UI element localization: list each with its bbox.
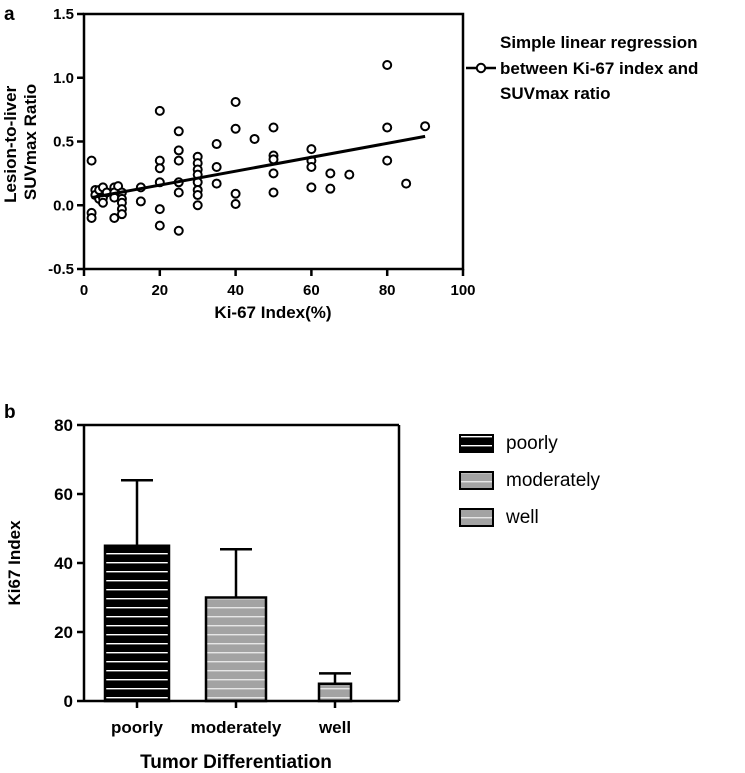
y-tick-label: 1.5: [53, 6, 74, 23]
data-point: [268, 154, 279, 165]
data-point: [268, 122, 279, 133]
y-tick-label: 0.0: [53, 197, 74, 214]
data-point: [173, 126, 184, 137]
x-tick-label: 80: [379, 282, 396, 299]
data-point: [382, 122, 393, 133]
data-point: [230, 198, 241, 209]
x-tick-label: 20: [151, 282, 168, 299]
data-point: [173, 225, 184, 236]
legend-line-3: SUVmax ratio: [500, 84, 611, 103]
x-tick-label: 0: [80, 282, 88, 299]
data-point: [401, 178, 412, 189]
data-point: [230, 123, 241, 134]
data-point: [230, 188, 241, 199]
data-point: [154, 204, 165, 215]
y-tick-label: 0: [64, 692, 73, 711]
legend-label-well: well: [505, 507, 539, 528]
data-point: [109, 213, 120, 223]
data-point: [230, 96, 241, 107]
category-label-moderately: moderately: [191, 718, 282, 737]
data-point: [86, 213, 97, 223]
y-tick-label: -0.5: [48, 261, 74, 278]
data-point: [249, 133, 260, 144]
category-label-well: well: [318, 718, 351, 737]
data-point: [116, 209, 127, 220]
x-tick-label: 60: [303, 282, 320, 299]
legend-swatch-moderately: [459, 471, 494, 490]
legend-line-2: between Ki-67 index and: [500, 59, 698, 78]
data-point: [306, 144, 317, 155]
data-point: [154, 105, 165, 116]
data-point: [211, 139, 222, 150]
scatter-plot: -0.5 0.0 0.5 1.0 1.5 0 20 40 60 80 100 Lesion-to-…: [1, 6, 698, 322]
y-tick-label: 0.5: [53, 134, 74, 151]
data-point: [325, 168, 336, 179]
bar-well: [317, 682, 353, 703]
data-point: [306, 162, 317, 172]
data-point: [154, 163, 165, 174]
x-axis-label: Tumor Differentiation: [140, 752, 332, 773]
legend: poorly moderately well: [459, 433, 600, 528]
x-tick-label: 100: [450, 282, 475, 299]
bar-poorly: [103, 544, 171, 703]
data-point: [325, 183, 336, 194]
legend-line-1: Simple linear regression: [500, 33, 697, 52]
data-point: [154, 220, 165, 231]
y-tick-label: 40: [54, 554, 73, 573]
y-axis-label: Lesion-to-liver SUVmax Ratio: [1, 81, 40, 203]
data-point: [211, 162, 222, 172]
bar-chart: 0 20 40 60 80 poorly moderately well Ki67 Inde…: [5, 416, 600, 773]
data-point: [192, 200, 203, 211]
x-tick-label: 40: [227, 282, 244, 299]
legend-point-marker: [475, 62, 487, 74]
y-axis-label: Ki67 Index: [5, 520, 24, 606]
legend-label-poorly: poorly: [506, 433, 558, 454]
data-point: [135, 196, 146, 207]
legend-swatch-well: [459, 508, 494, 527]
panel-label-b: b: [4, 402, 16, 423]
panel-label-a: a: [4, 4, 15, 25]
category-label-poorly: poorly: [111, 718, 163, 737]
x-axis-label: Ki-67 Index(%): [214, 303, 331, 322]
data-point: [344, 169, 355, 180]
legend-swatch-poorly: [459, 434, 494, 453]
bar-moderately: [204, 596, 268, 703]
data-point: [86, 155, 97, 166]
regression-line: [91, 134, 426, 200]
data-point: [173, 187, 184, 198]
data-point: [268, 168, 279, 179]
data-point: [173, 155, 184, 166]
data-point: [211, 178, 222, 189]
legend: Simple linear regression between Ki-67 i…: [466, 33, 698, 103]
data-point: [382, 155, 393, 166]
data-point: [382, 60, 393, 70]
y-tick-label: 80: [54, 416, 73, 435]
y-tick-label: 1.0: [53, 70, 74, 87]
data-point: [306, 182, 317, 193]
data-point: [97, 197, 108, 208]
data-point: [192, 190, 203, 201]
y-tick-label: 20: [54, 623, 73, 642]
data-point: [173, 145, 184, 156]
data-point: [420, 121, 431, 132]
y-tick-label: 60: [54, 485, 73, 504]
legend-label-moderately: moderately: [506, 470, 600, 491]
data-point: [268, 187, 279, 198]
scatter-plot-frame: [82, 12, 465, 271]
